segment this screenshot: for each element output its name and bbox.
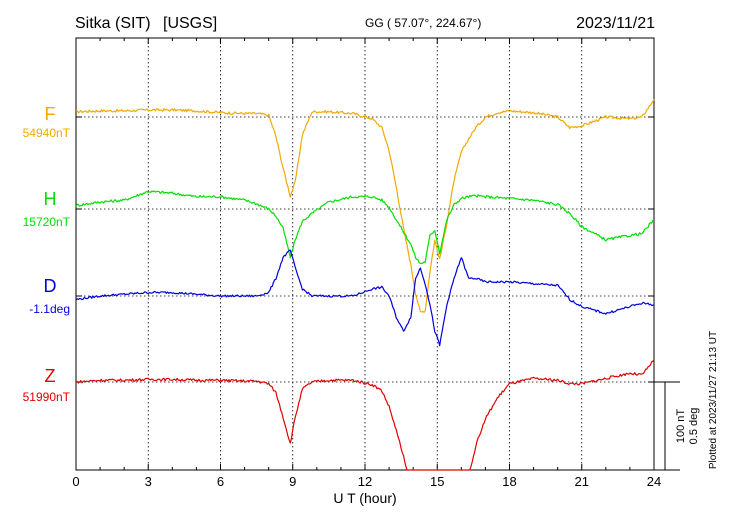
series-baseline-value-F: 54940nT (23, 126, 71, 140)
series-name-F: F (45, 104, 56, 124)
plotted-at-note: Plotted at 2023/11/27 21:13 UT (708, 331, 719, 469)
x-tick-label-21: 21 (575, 474, 589, 489)
scale-bar-nt-label: 100 nT (675, 409, 687, 444)
x-tick-label-0: 0 (72, 474, 79, 489)
series-lines (75, 99, 655, 471)
x-tick-label-3: 3 (145, 474, 152, 489)
series-line-Z (75, 359, 655, 471)
series-line-H (75, 190, 655, 264)
series-name-H: H (44, 189, 57, 209)
station-title: Sitka (SIT) (75, 15, 151, 32)
coordinates-label: GG ( 57.07°, 224.67°) (365, 16, 481, 30)
x-axis-label: U T (hour) (333, 490, 396, 506)
x-tick-label-15: 15 (430, 474, 444, 489)
grid (147, 38, 583, 470)
x-tick-label-18: 18 (502, 474, 516, 489)
series-line-D (75, 249, 655, 347)
series-baseline-value-Z: 51990nT (23, 390, 71, 404)
scale-bar: 100 nT 0.5 deg (654, 381, 700, 471)
source-label: [USGS] (163, 15, 217, 32)
x-axis-tick-labels: 0 3 6 9 12 15 18 21 24 (72, 474, 661, 489)
date-label: 2023/11/21 (576, 15, 655, 32)
series-labels: F 54940nT H 15720nT D -1.1deg Z 51990nT (23, 104, 71, 404)
x-tick-label-9: 9 (289, 474, 296, 489)
x-tick-label-6: 6 (217, 474, 224, 489)
series-baseline-value-H: 15720nT (23, 215, 71, 229)
x-axis-ticks (75, 38, 655, 470)
series-baseline-value-D: -1.1deg (29, 302, 70, 316)
series-line-F (75, 99, 655, 313)
series-name-Z: Z (45, 366, 56, 386)
series-name-D: D (44, 276, 57, 296)
scale-bar-deg-label: 0.5 deg (688, 408, 700, 445)
x-tick-label-24: 24 (647, 474, 661, 489)
x-tick-label-12: 12 (358, 474, 372, 489)
